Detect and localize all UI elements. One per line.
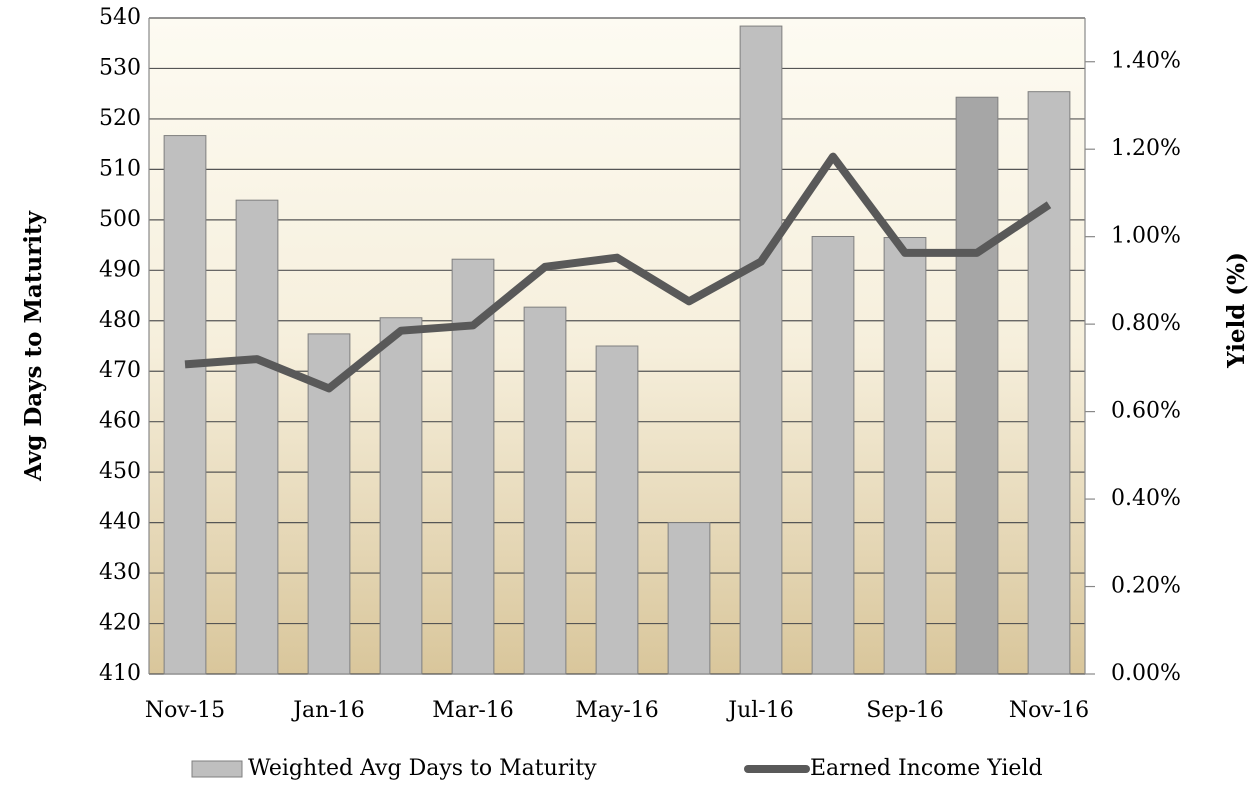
y2-tick-label: 1.00% [1111, 224, 1181, 249]
y2-tick-label: 1.20% [1111, 136, 1181, 161]
y-axis-title: Avg Days to Maturity [20, 210, 47, 482]
bar [379, 317, 423, 675]
y2-tick-label: 0.20% [1111, 574, 1181, 599]
y-tick-label: 490 [99, 257, 141, 282]
bar [811, 235, 855, 675]
x-tick-label: Sep-16 [866, 698, 944, 723]
y-tick-label: 500 [99, 207, 141, 232]
x-tick-label: Mar-16 [432, 698, 514, 723]
legend-label: Weighted Avg Days to Maturity [248, 756, 597, 781]
bar [955, 96, 999, 675]
x-tick-label: Nov-15 [145, 698, 225, 723]
y-tick-label: 540 [99, 5, 141, 30]
y-tick-label: 520 [99, 106, 141, 131]
line [184, 152, 1052, 393]
x-tick-label: May-16 [575, 698, 659, 723]
y-tick-label: 510 [99, 156, 141, 181]
bar [163, 135, 207, 675]
y-tick-label: 530 [99, 55, 141, 80]
y-tick-label: 440 [99, 510, 141, 535]
legend-label: Earned Income Yield [810, 756, 1043, 781]
y2-tick-label: 0.40% [1111, 486, 1181, 511]
y2-tick-label: 0.80% [1111, 311, 1181, 336]
x-tick-label: Jul-16 [726, 698, 793, 723]
y2-tick-label: 0.60% [1111, 399, 1181, 424]
y2-tick-label: 0.00% [1111, 661, 1181, 686]
y-tick-label: 410 [99, 661, 141, 686]
y2-tick-label: 1.40% [1111, 49, 1181, 74]
bar [523, 306, 567, 675]
bar [1027, 91, 1071, 675]
y2-axis-title: Yield (%) [1223, 252, 1250, 369]
y-tick-label: 420 [99, 611, 141, 636]
y-tick-label: 450 [99, 459, 141, 484]
legend-swatch [191, 760, 243, 778]
y-tick-label: 430 [99, 560, 141, 585]
y-tick-label: 460 [99, 409, 141, 434]
x-tick-label: Nov-16 [1009, 698, 1089, 723]
y-tick-label: 470 [99, 358, 141, 383]
bar [883, 237, 927, 675]
bar [667, 522, 711, 675]
bar [595, 345, 639, 675]
x-tick-label: Jan-16 [291, 698, 365, 723]
y-tick-label: 480 [99, 308, 141, 333]
bar [235, 199, 279, 675]
bar [739, 25, 783, 675]
